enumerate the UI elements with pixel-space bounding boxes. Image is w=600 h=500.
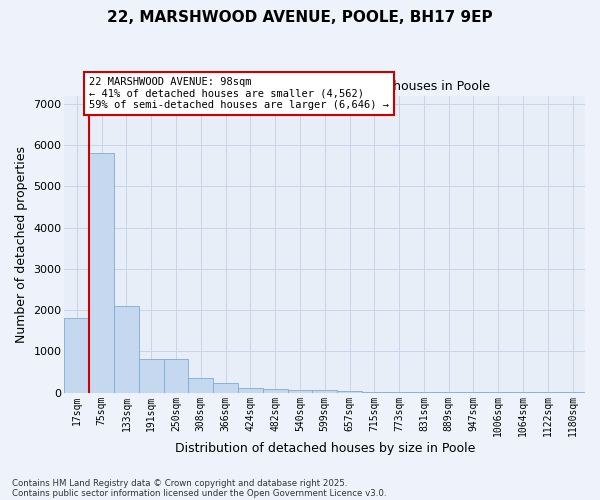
Text: Contains public sector information licensed under the Open Government Licence v3: Contains public sector information licen… <box>12 488 386 498</box>
Text: Contains HM Land Registry data © Crown copyright and database right 2025.: Contains HM Land Registry data © Crown c… <box>12 478 347 488</box>
Bar <box>263 389 287 392</box>
Bar <box>213 382 238 392</box>
Bar <box>188 378 213 392</box>
Bar <box>64 318 89 392</box>
Text: 22, MARSHWOOD AVENUE, POOLE, BH17 9EP: 22, MARSHWOOD AVENUE, POOLE, BH17 9EP <box>107 10 493 25</box>
X-axis label: Distribution of detached houses by size in Poole: Distribution of detached houses by size … <box>175 442 475 455</box>
Text: 22 MARSHWOOD AVENUE: 98sqm
← 41% of detached houses are smaller (4,562)
59% of s: 22 MARSHWOOD AVENUE: 98sqm ← 41% of deta… <box>89 77 389 110</box>
Y-axis label: Number of detached properties: Number of detached properties <box>15 146 28 342</box>
Bar <box>238 388 263 392</box>
Bar <box>89 154 114 392</box>
Title: Size of property relative to detached houses in Poole: Size of property relative to detached ho… <box>159 80 490 93</box>
Bar <box>114 306 139 392</box>
Bar <box>287 390 313 392</box>
Bar <box>139 358 164 392</box>
Bar <box>313 390 337 392</box>
Bar <box>164 358 188 392</box>
